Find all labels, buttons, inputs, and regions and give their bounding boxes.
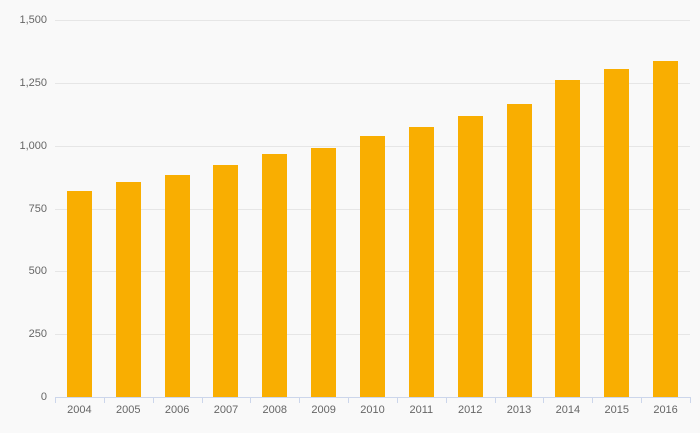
x-axis-label-2007: 2007 (213, 404, 239, 416)
bar-2014[interactable] (555, 80, 581, 397)
bar-2010[interactable] (360, 135, 385, 397)
x-axis-tick (445, 397, 447, 403)
y-gridline (55, 82, 690, 84)
y-axis-tick-label: 500 (28, 265, 47, 278)
x-axis-tick (55, 397, 56, 403)
x-axis-tick (592, 397, 594, 403)
bar-2013[interactable] (506, 104, 532, 397)
x-axis-line (55, 397, 691, 398)
y-axis-tick-label: 1,000 (19, 139, 47, 152)
bar-2015[interactable] (604, 69, 630, 397)
x-axis-tick (348, 397, 350, 403)
bar-2009[interactable] (311, 148, 337, 397)
x-axis-label-2006: 2006 (164, 404, 190, 416)
x-axis-tick (201, 397, 203, 403)
y-axis-tick-label: 1,250 (19, 76, 47, 89)
y-axis-tick-label: 1,500 (19, 14, 47, 26)
bar-2008[interactable] (262, 154, 288, 397)
y-axis-tick-label: 750 (28, 202, 47, 215)
bar-2011[interactable] (408, 126, 434, 397)
x-axis-tick (543, 397, 545, 403)
bar-2004[interactable] (66, 190, 92, 397)
x-axis-tick (494, 397, 496, 403)
bar-2006[interactable] (164, 174, 190, 397)
x-axis-label-2005: 2005 (116, 404, 141, 416)
y-gridline (55, 20, 690, 21)
x-axis-label-2011: 2011 (409, 404, 434, 416)
x-axis-tick (299, 397, 301, 403)
x-axis-tick (250, 397, 252, 403)
x-axis-label-2004: 2004 (67, 404, 92, 416)
x-axis-label-2016: 2016 (653, 404, 678, 416)
x-axis-tick (641, 397, 643, 403)
x-axis-tick (103, 397, 105, 403)
bar-2005[interactable] (115, 182, 141, 397)
x-axis-label-2010: 2010 (360, 404, 385, 416)
plot-area (55, 20, 690, 397)
x-axis-label-2008: 2008 (262, 404, 288, 416)
bar-2012[interactable] (457, 115, 483, 397)
bar-2016[interactable] (653, 61, 679, 397)
x-axis-label-2012: 2012 (457, 404, 483, 416)
x-axis-tick (690, 397, 691, 403)
bar-2007[interactable] (213, 164, 239, 397)
x-axis-tick (396, 397, 398, 403)
y-axis-tick-label: 0 (40, 391, 47, 403)
y-axis-tick-label: 250 (28, 328, 47, 341)
x-axis-tick (152, 397, 154, 403)
x-axis-label-2014: 2014 (555, 404, 581, 416)
x-axis-label-2015: 2015 (604, 404, 629, 416)
x-axis-label-2009: 2009 (311, 404, 336, 416)
x-axis-label-2013: 2013 (506, 404, 532, 416)
